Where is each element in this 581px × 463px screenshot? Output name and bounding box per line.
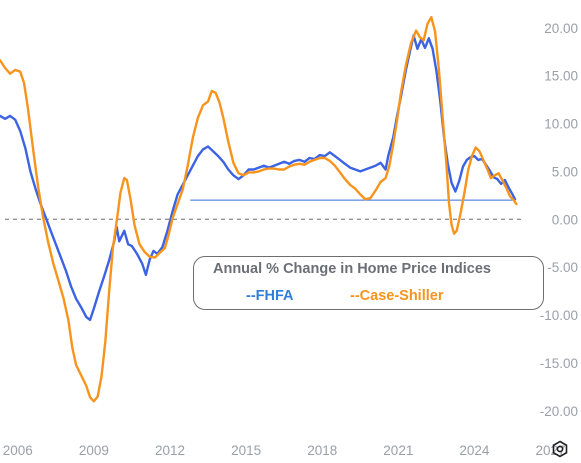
y-tick-label: 0.00: [552, 212, 578, 227]
x-tick-label: 2018: [307, 443, 337, 458]
y-tick-label: -10.00: [540, 308, 578, 323]
x-tick-label: 2015: [231, 443, 261, 458]
legend-entry-case-shiller: --Case-Shiller: [350, 288, 444, 304]
x-tick-label: 2009: [79, 443, 109, 458]
legend-title: Annual % Change in Home Price Indices: [213, 261, 491, 277]
y-tick-label: 20.00: [544, 21, 578, 36]
y-tick-label: -15.00: [540, 356, 578, 371]
x-tick-label: 2006: [3, 443, 33, 458]
plot-area: [0, 16, 525, 403]
series-line-case-shiller: [0, 16, 518, 403]
y-axis: 20.00 15.00 10.00 5.00 0.00 -5.00 -10.00 -15.00…: [540, 21, 578, 419]
y-tick-label: -5.00: [547, 260, 578, 275]
legend-entry-fhfa: --FHFA: [246, 288, 294, 304]
y-tick-label: 15.00: [544, 69, 578, 84]
y-tick-label: 10.00: [544, 117, 578, 132]
x-axis: 2006 2009 2012 2015 2018 2021 2024 2027: [3, 443, 566, 458]
x-tick-label: 2024: [459, 443, 490, 458]
y-tick-label: -20.00: [540, 404, 578, 419]
x-tick-label: 2012: [155, 443, 185, 458]
chart-settings-icon[interactable]: [551, 440, 569, 458]
legend: Annual % Change in Home Price Indices --…: [193, 256, 544, 310]
y-tick-label: 5.00: [552, 164, 578, 179]
x-tick-label: 2021: [383, 443, 413, 458]
